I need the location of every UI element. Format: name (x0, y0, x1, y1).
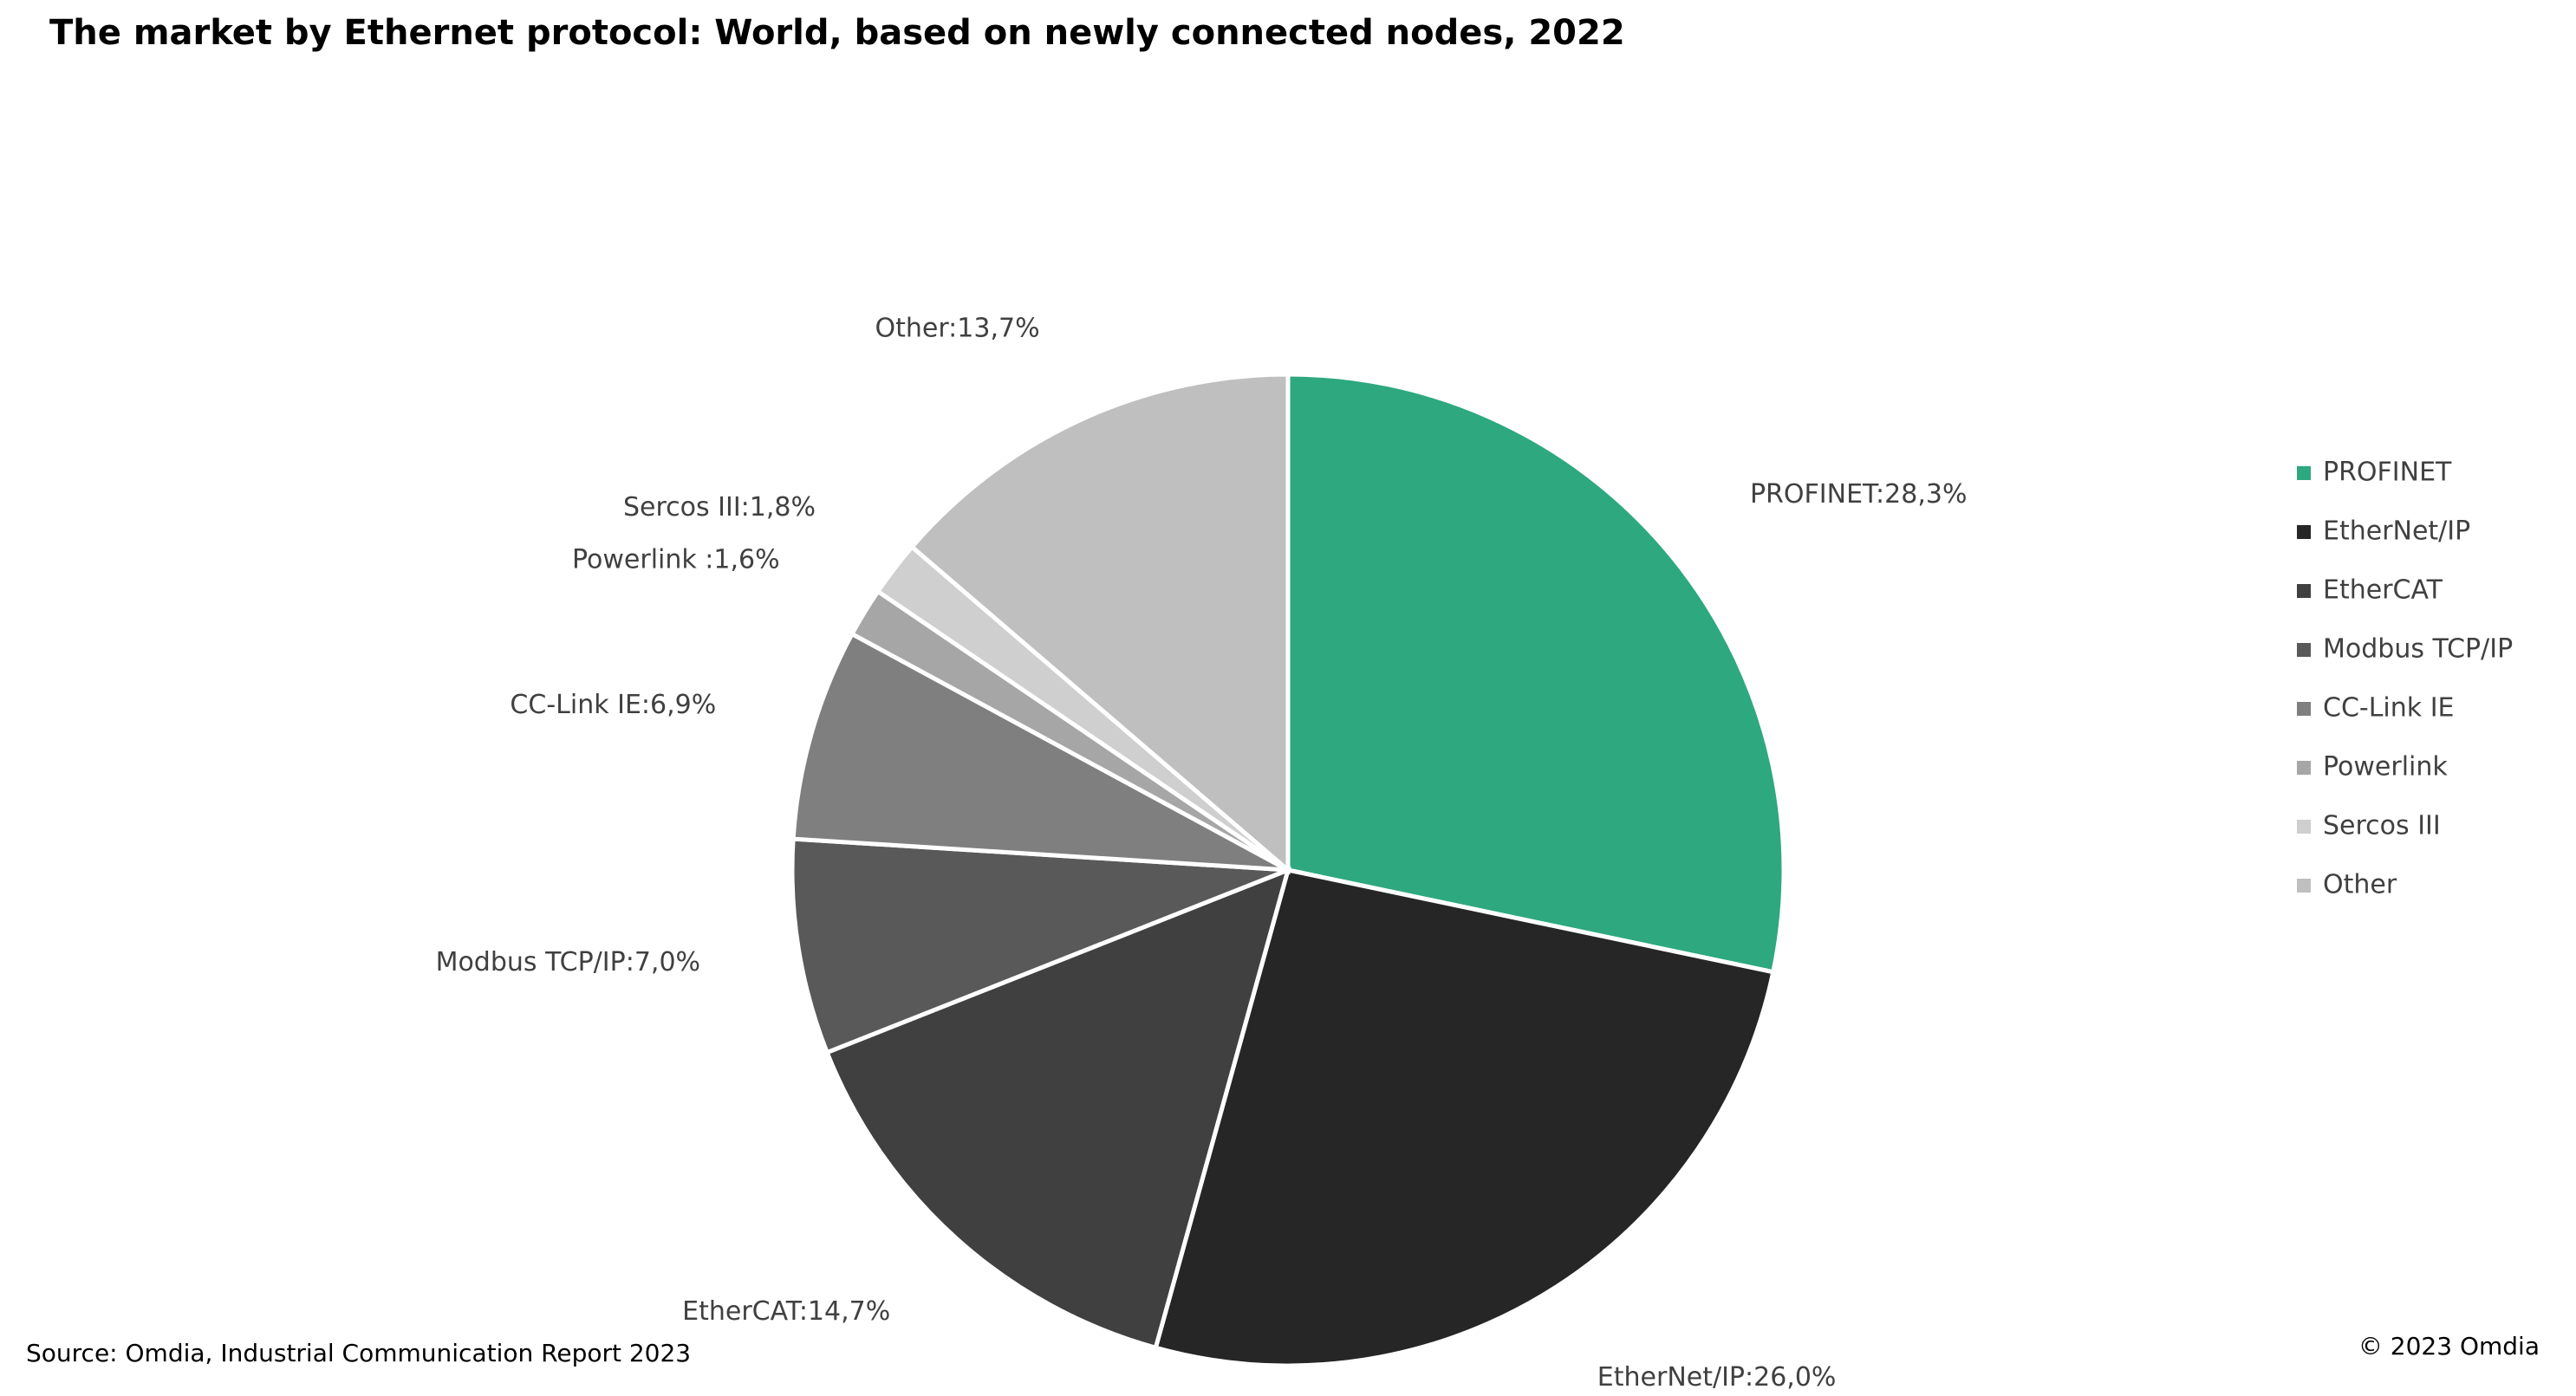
pie-slice (790, 631, 1290, 873)
legend-label: Sercos III (2323, 811, 2441, 841)
data-label: CC-Link IE:6,9% (510, 690, 716, 720)
legend-marker (2297, 643, 2311, 657)
data-label: Other:13,7% (875, 314, 1040, 344)
legend-label: Other (2323, 870, 2397, 900)
legend-marker (2297, 702, 2311, 716)
legend-label: EtherNet/IP (2323, 516, 2470, 547)
data-label: Powerlink :1,6% (572, 545, 780, 575)
data-label: PROFINET:28,3% (1750, 479, 1968, 510)
data-label: EtherCAT:14,7% (682, 1296, 890, 1327)
pie-slice (823, 866, 1291, 1351)
chart-title: The market by Ethernet protocol: World, … (49, 13, 1625, 53)
legend-marker (2297, 466, 2311, 480)
legend-label: Modbus TCP/IP (2323, 634, 2513, 665)
legend-label: Powerlink (2323, 752, 2448, 782)
legend-marker (2297, 879, 2311, 893)
data-label: Sercos III:1,8% (623, 492, 816, 523)
legend-marker (2297, 761, 2311, 775)
pie-slice (1153, 867, 1776, 1368)
copyright: © 2023 Omdia (2358, 1332, 2540, 1360)
legend-marker (2297, 525, 2311, 539)
legend-marker (2297, 584, 2311, 598)
pie-slice (908, 372, 1291, 875)
legend-marker (2297, 820, 2311, 834)
source: Source: Omdia, Industrial Communication … (26, 1339, 691, 1367)
pie-slice (790, 836, 1289, 1055)
legend-label: EtherCAT (2323, 575, 2443, 606)
legend-label: PROFINET (2323, 458, 2452, 488)
data-label: EtherNet/IP:26,0% (1597, 1362, 1837, 1393)
pie-slice (1285, 372, 1786, 975)
data-label: Modbus TCP/IP:7,0% (436, 947, 700, 977)
legend-label: CC-Link IE (2323, 693, 2455, 724)
